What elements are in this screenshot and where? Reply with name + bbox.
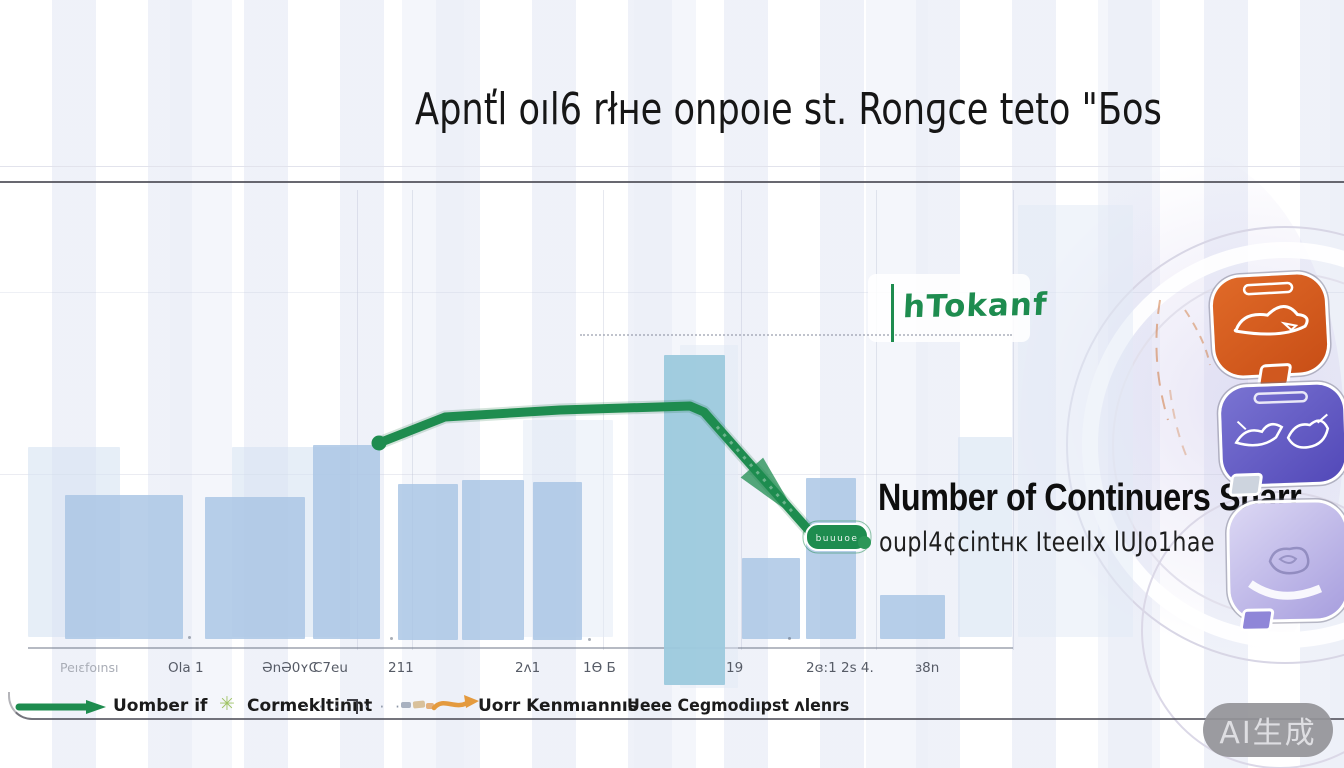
bar [398, 484, 458, 640]
legend-dots-right: · · · [364, 698, 403, 716]
bar [205, 497, 305, 639]
bar [880, 595, 945, 639]
legend-item-3-label: Uorr Kenmıannıs [478, 696, 638, 716]
green-trend-arrow-icon [15, 700, 106, 714]
bullet-dot-icon [858, 536, 871, 549]
corner-bracket-glyph [347, 699, 358, 714]
legend-dots-left: · · · [303, 698, 342, 716]
mini-swatch-peach [426, 703, 434, 709]
annotation-label: hTokanf [902, 286, 1049, 326]
x-axis-label: Ola 1 [168, 660, 204, 676]
orange-wave-arrow-icon [431, 695, 479, 711]
legend-item-4-label: Ueee Cegmodiıpst ʌlenrs [627, 696, 850, 716]
x-axis-line [28, 647, 1013, 649]
gridline-horizontal [0, 292, 1344, 293]
ai-generated-watermark: AI生成 [1203, 703, 1333, 757]
axis-tick-dot [390, 637, 393, 640]
chat-bubble-indigo-icon [1220, 383, 1344, 497]
page-title: Apnťl oıl6 rłʜe onpoıe st. Ronɡce teto "… [415, 84, 1162, 135]
gridline-vertical [876, 190, 877, 650]
bar [1018, 205, 1133, 637]
bar [533, 482, 582, 640]
chat-bubble-orange-icon [1211, 273, 1329, 388]
bubble-tail [1239, 608, 1275, 632]
axis-tick-dot [588, 638, 591, 641]
bubble-tail [1256, 362, 1293, 388]
mini-swatch-gray [401, 702, 411, 708]
header-rule-dark [0, 181, 1344, 183]
gridline-vertical [1013, 190, 1014, 650]
x-axis-label: 2ɞ:1 2s 4. [806, 660, 874, 676]
legend-item-1-label: Uomber if [113, 696, 208, 716]
x-axis-label: 2ʌ1 [515, 660, 541, 676]
section-subheading: oupl4¢cintʜᴋ Iteeılx lUJo1hae [879, 527, 1215, 558]
x-axis-label: ƏnƏ0ʏC [262, 660, 319, 676]
bar [65, 495, 183, 639]
chat-bubble-lavender-icon [1228, 501, 1344, 632]
bar [742, 558, 800, 639]
bar [462, 480, 524, 640]
annotation-backdrop [868, 274, 1030, 342]
dotted-reference-line [580, 334, 1012, 336]
header-rule-light [0, 166, 1344, 167]
green-sparkle-icon: ✳ [219, 693, 235, 715]
x-axis-label: C7eu [313, 660, 348, 676]
x-axis-label: 1Ө Ƃ [583, 660, 616, 676]
x-axis-label: 211 [388, 660, 414, 676]
mini-swatch-tan [412, 700, 426, 709]
bar [313, 445, 380, 639]
x-axis-label: Peıɛfoınsı [60, 660, 119, 675]
legend-item-2-label: Cormekltinnt [247, 696, 373, 716]
x-axis-label: ɜ8n [915, 660, 940, 676]
bubble-tail [1228, 472, 1264, 497]
gridline-vertical [357, 190, 358, 650]
x-axis-label: 19 [726, 660, 744, 676]
bar [664, 355, 725, 685]
bar [806, 478, 856, 639]
annotation-tick-mark [891, 284, 894, 342]
axis-tick-dot [188, 636, 191, 639]
bar [958, 437, 1012, 637]
axis-tick-dot [788, 637, 791, 640]
